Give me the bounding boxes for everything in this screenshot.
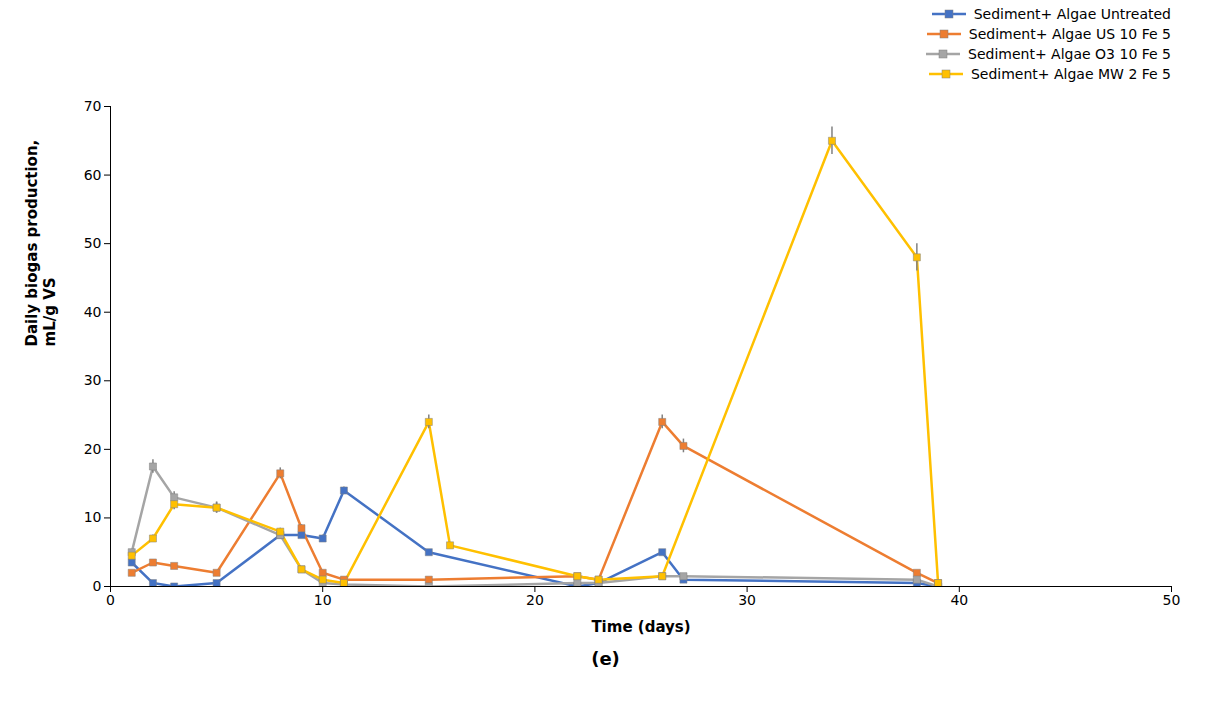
svg-text:10: 10: [84, 509, 102, 525]
svg-text:40: 40: [84, 304, 102, 320]
svg-text:Daily biogas production,mL/g V: Daily biogas production,mL/g VS: [23, 140, 59, 347]
svg-text:0: 0: [106, 592, 115, 608]
html-text:Sediment+ Algae Untreated: Sediment+ Algae Untreated: [973, 6, 1171, 22]
svg-text:30: 30: [738, 592, 756, 608]
html-text:Sediment+ Algae O3 10 Fe 5: Sediment+ Algae O3 10 Fe 5: [968, 46, 1171, 62]
html-text:Sediment+ Algae US 10 Fe 5: Sediment+ Algae US 10 Fe 5: [968, 26, 1171, 42]
svg-text:70: 70: [84, 98, 102, 114]
svg-text:20: 20: [526, 592, 544, 608]
svg-text:40: 40: [950, 592, 968, 608]
svg-text:50: 50: [1163, 592, 1181, 608]
svg-text:10: 10: [314, 592, 332, 608]
svg-text:30: 30: [84, 372, 102, 388]
svg-text:Time (days): Time (days): [591, 618, 690, 636]
svg-text:60: 60: [84, 167, 102, 183]
svg-text:50: 50: [84, 235, 102, 251]
html-text:(e): (e): [591, 648, 620, 669]
svg-text:20: 20: [84, 441, 102, 457]
html-text:Sediment+ Algae MW 2 Fe 5: Sediment+ Algae MW 2 Fe 5: [970, 66, 1171, 82]
svg-text:0: 0: [93, 578, 102, 594]
